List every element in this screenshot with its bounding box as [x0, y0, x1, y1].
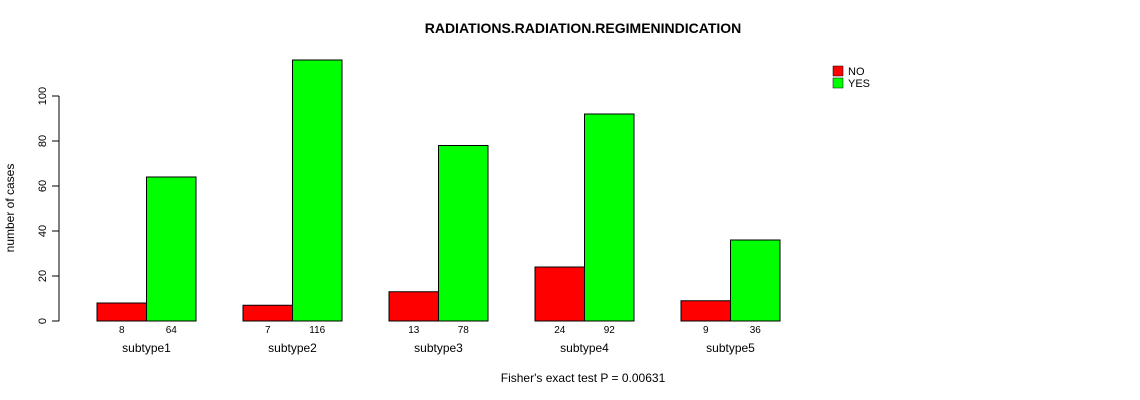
- legend: NO YES: [832, 65, 870, 90]
- bar-yes-subtype2: [292, 59, 343, 322]
- category-label-subtype2: subtype2: [268, 341, 317, 355]
- bar-no-subtype5: [680, 300, 731, 322]
- category-label-subtype4: subtype4: [560, 341, 609, 355]
- bar-value-label-no-subtype5: 9: [703, 325, 709, 336]
- bar-value-label-yes-subtype4: 92: [604, 325, 616, 336]
- legend-swatch-yes: [832, 77, 844, 89]
- bar-no-subtype2: [242, 304, 293, 322]
- bar-no-subtype3: [388, 291, 439, 322]
- y-tick-label: 100: [37, 87, 49, 105]
- y-tick-label: 40: [37, 225, 49, 237]
- bar-yes-subtype3: [438, 145, 489, 322]
- bar-value-label-yes-subtype5: 36: [750, 325, 762, 336]
- plot-area: 8 64 subtype1 7 116 subtype2 13 78 subtype3 24 92 s…: [96, 59, 781, 355]
- category-label-subtype1: subtype1: [122, 341, 171, 355]
- bar-value-label-no-subtype3: 13: [408, 325, 420, 336]
- bar-no-subtype1: [96, 302, 147, 322]
- y-tick-label: 0: [37, 318, 49, 324]
- footnote-fisher-test: Fisher's exact test P = 0.00631: [501, 371, 666, 385]
- y-tick-label: 20: [37, 270, 49, 282]
- y-tick-label: 80: [37, 135, 49, 147]
- legend-label-yes: YES: [848, 78, 870, 90]
- y-tick-label: 60: [37, 180, 49, 192]
- bar-yes-subtype5: [730, 239, 781, 322]
- legend-label-no: NO: [848, 66, 865, 78]
- bar-value-label-yes-subtype1: 64: [166, 325, 178, 336]
- bar-no-subtype4: [534, 266, 585, 322]
- category-label-subtype3: subtype3: [414, 341, 463, 355]
- chart-title: RADIATIONS.RADIATION.REGIMENINDICATION: [425, 20, 742, 36]
- bar-value-label-yes-subtype2: 116: [309, 325, 325, 336]
- legend-swatch-no: [832, 65, 844, 77]
- bar-value-label-no-subtype4: 24: [554, 325, 566, 336]
- bar-value-label-no-subtype1: 8: [119, 325, 125, 336]
- bar-yes-subtype1: [146, 176, 197, 322]
- category-label-subtype5: subtype5: [706, 341, 755, 355]
- bar-value-label-yes-subtype3: 78: [458, 325, 470, 336]
- y-axis: 0 20 40 60 80 100: [37, 87, 60, 324]
- y-axis-title: number of cases: [3, 164, 17, 253]
- bar-value-label-no-subtype2: 7: [265, 325, 271, 336]
- bar-yes-subtype4: [584, 113, 635, 322]
